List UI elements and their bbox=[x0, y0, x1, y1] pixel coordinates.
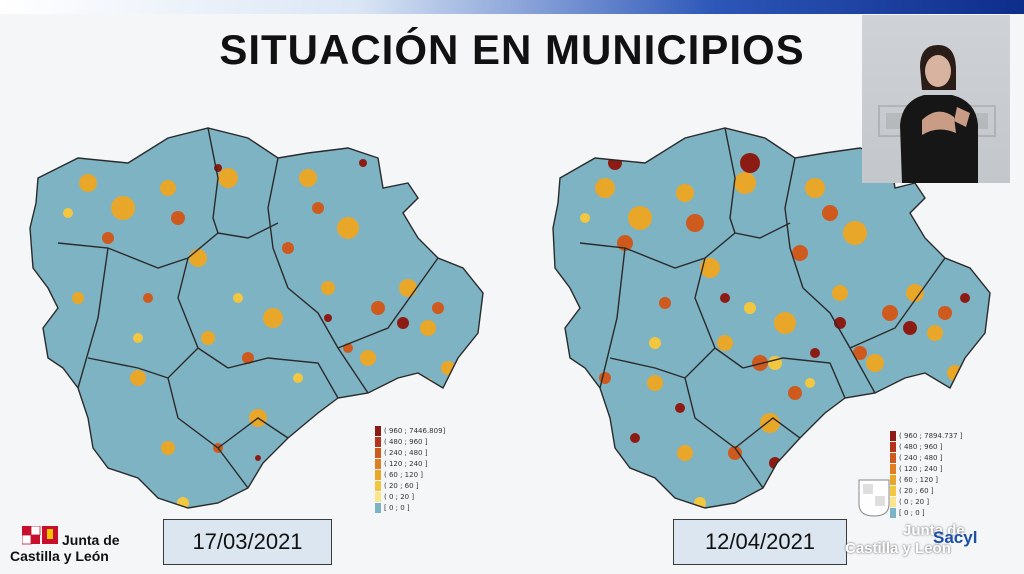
legend-swatch bbox=[890, 452, 896, 463]
legend-swatch bbox=[375, 469, 381, 480]
legend-entry: ( 120 ; 240 ] bbox=[375, 458, 445, 469]
top-decorative-band bbox=[0, 0, 1024, 14]
legend-swatch bbox=[375, 502, 381, 513]
coat-of-arms-icon bbox=[22, 526, 58, 545]
legend-entry: ( 120 ; 240 ] bbox=[890, 463, 962, 474]
interpreter-figure bbox=[900, 45, 978, 183]
legend-label: ( 0 ; 20 ] bbox=[899, 497, 930, 506]
legend-label: ( 60 ; 120 ] bbox=[384, 470, 423, 479]
legend-label: ( 240 ; 480 ] bbox=[384, 448, 428, 457]
map-left bbox=[29, 127, 484, 509]
legend-entry: [ 0 ; 0 ] bbox=[375, 502, 445, 513]
legend-label: ( 120 ; 240 ] bbox=[899, 464, 943, 473]
legend-label: ( 20 ; 60 ] bbox=[899, 486, 934, 495]
legend-swatch bbox=[375, 458, 381, 469]
date-label-right: 12/04/2021 bbox=[673, 519, 847, 565]
legend-right: ( 960 ; 7894.737 ] ( 480 ; 960 ] ( 240 ;… bbox=[890, 430, 962, 518]
legend-swatch bbox=[375, 447, 381, 458]
coat-of-arms-icon bbox=[858, 479, 890, 517]
legend-entry: ( 60 ; 120 ] bbox=[375, 469, 445, 480]
legend-entry: ( 240 ; 480 ] bbox=[375, 447, 445, 458]
map-right bbox=[552, 127, 991, 509]
legend-label: ( 960 ; 7894.737 ] bbox=[899, 431, 963, 440]
legend-entry: ( 480 ; 960 ] bbox=[890, 441, 962, 452]
legend-swatch bbox=[890, 430, 896, 441]
legend-entry: ( 60 ; 120 ] bbox=[890, 474, 962, 485]
legend-entry: ( 960 ; 7446.809] bbox=[375, 425, 445, 436]
legend-swatch bbox=[890, 463, 896, 474]
legend-label: [ 0 ; 0 ] bbox=[899, 508, 925, 517]
legend-swatch bbox=[890, 496, 896, 507]
legend-label: [ 0 ; 0 ] bbox=[384, 503, 410, 512]
junta-sacyl-logo: Junta de Castilla y León Sacyl bbox=[845, 478, 1020, 570]
legend-label: ( 480 ; 960 ] bbox=[384, 437, 428, 446]
page-title: SITUACIÓN EN MUNICIPIOS bbox=[219, 26, 805, 73]
legend-swatch bbox=[890, 474, 896, 485]
logo-right-line2: Castilla y León bbox=[845, 540, 951, 557]
legend-label: ( 0 ; 20 ] bbox=[384, 492, 415, 501]
legend-label: ( 60 ; 120 ] bbox=[899, 475, 938, 484]
logo-text-line2: Castilla y León bbox=[10, 548, 109, 564]
legend-entry: ( 20 ; 60 ] bbox=[375, 480, 445, 491]
legend-label: ( 20 ; 60 ] bbox=[384, 481, 419, 490]
legend-entry: ( 240 ; 480 ] bbox=[890, 452, 962, 463]
legend-swatch bbox=[375, 480, 381, 491]
legend-entry: ( 0 ; 20 ] bbox=[890, 496, 962, 507]
junta-logo: Junta de Castilla y León bbox=[10, 524, 150, 568]
legend-label: ( 480 ; 960 ] bbox=[899, 442, 943, 451]
legend-swatch bbox=[890, 441, 896, 452]
legend-entry: ( 960 ; 7894.737 ] bbox=[890, 430, 962, 441]
legend-label: ( 120 ; 240 ] bbox=[384, 459, 428, 468]
legend-left: ( 960 ; 7446.809] ( 480 ; 960 ] ( 240 ; … bbox=[375, 425, 445, 513]
legend-label: ( 960 ; 7446.809] bbox=[384, 426, 446, 435]
legend-entry: ( 0 ; 20 ] bbox=[375, 491, 445, 502]
legend-entry: [ 0 ; 0 ] bbox=[890, 507, 962, 518]
legend-swatch bbox=[375, 491, 381, 502]
sign-language-interpreter bbox=[862, 15, 1010, 183]
logo-text-line1: Junta de bbox=[62, 532, 120, 548]
legend-swatch bbox=[890, 507, 896, 518]
legend-swatch bbox=[375, 425, 381, 436]
legend-entry: ( 480 ; 960 ] bbox=[375, 436, 445, 447]
logo-right-line1: Junta de bbox=[903, 522, 965, 539]
sacyl-brand: Sacyl bbox=[933, 528, 978, 547]
legend-label: ( 240 ; 480 ] bbox=[899, 453, 943, 462]
date-label-left: 17/03/2021 bbox=[163, 519, 332, 565]
legend-swatch bbox=[890, 485, 896, 496]
legend-entry: ( 20 ; 60 ] bbox=[890, 485, 962, 496]
legend-swatch bbox=[375, 436, 381, 447]
